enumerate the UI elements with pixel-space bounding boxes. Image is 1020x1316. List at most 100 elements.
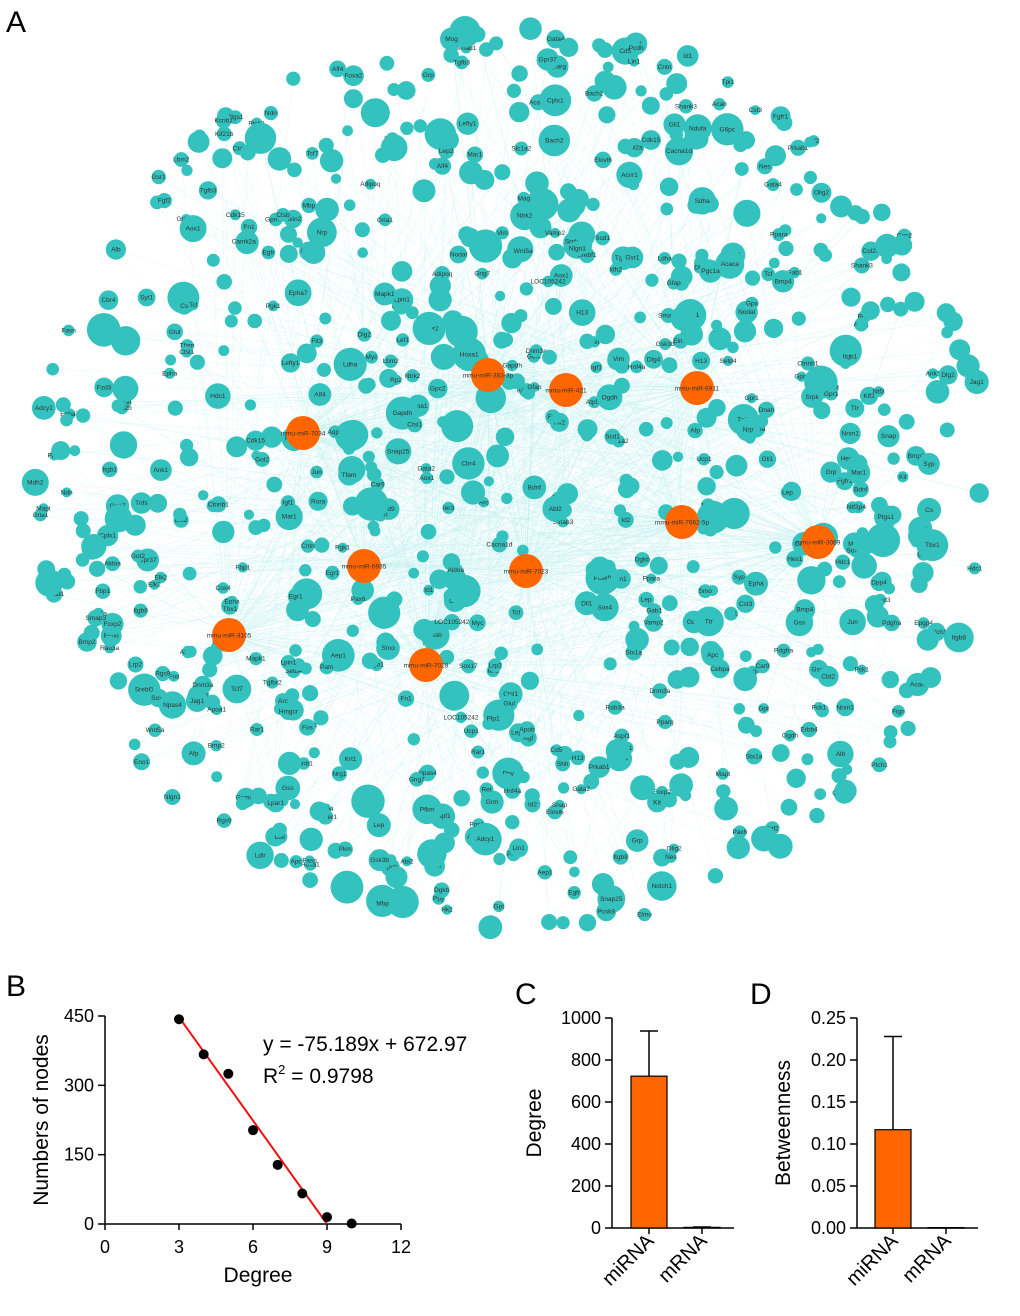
mrna-node-label: Adcy1 [35, 405, 53, 412]
mrna-node-label: Tcf7 [306, 150, 318, 157]
mrna-node [873, 204, 891, 222]
mrna-node [521, 672, 539, 690]
mrna-node [541, 914, 557, 930]
mrna-node [560, 183, 577, 200]
mrna-node [764, 319, 783, 338]
mirna-hub-label: mmu-miR-3069 [796, 540, 841, 547]
mrna-node [274, 853, 289, 868]
mrna-node [750, 725, 762, 737]
mrna-node-label: Cdk15 [246, 438, 265, 445]
mrna-node [355, 222, 370, 237]
mrna-node-label: Gab1 [646, 608, 662, 615]
mrna-node-label: Apc [290, 859, 302, 866]
mrna-node [74, 511, 89, 526]
scatter-point [248, 1125, 258, 1135]
mrna-node-label: Gata2 [572, 786, 590, 793]
x-axis-label: Degree [224, 1264, 293, 1287]
mrna-node-label: Notch1 [651, 883, 672, 890]
mrna-node [604, 578, 617, 591]
mrna-node-label: Gpc2 [430, 386, 446, 393]
mrna-node-label: Nrxn1 [842, 430, 860, 437]
mrna-node [362, 653, 378, 669]
mrna-node-label: Pcsk9 [597, 908, 615, 915]
mrna-node [545, 298, 562, 315]
mrna-node [660, 203, 673, 216]
mrna-node-label: Aep1 [537, 869, 553, 876]
mrna-node [134, 580, 148, 594]
y-axis-label: Betweenness [772, 1060, 795, 1186]
mrna-node [737, 131, 755, 149]
mrna-node-label: Npas4 [163, 702, 182, 709]
mrna-node [300, 828, 323, 851]
mrna-node [439, 469, 454, 484]
mrna-node-label: Pcdh [629, 45, 644, 52]
mrna-node-label: Eno1 [134, 759, 150, 766]
mrna-node [634, 312, 646, 324]
mrna-node-label: Snap [881, 433, 897, 440]
mrna-node-label: Cplx1 [547, 97, 564, 104]
mrna-node [453, 790, 470, 807]
mrna-node-label: Myc [471, 620, 484, 627]
mrna-node-label: Gli1 [762, 456, 774, 463]
fit-equation: y = -75.189x + 672.97 [263, 1033, 467, 1056]
mrna-node [557, 916, 570, 929]
mrna-node-label: H13 [695, 358, 707, 365]
y-tick-label: 450 [64, 1006, 94, 1026]
mrna-node [351, 785, 384, 818]
mrna-node-label: Itgb8 [952, 635, 967, 642]
mrna-node-label: Fasn [302, 857, 317, 864]
mrna-node [592, 38, 606, 52]
mrna-node [592, 873, 614, 895]
mrna-node-label: Fign [892, 708, 905, 715]
mrna-node-label: Cd5 [550, 747, 562, 754]
mrna-node-label: Kit [899, 474, 907, 481]
mrna-node [882, 671, 899, 688]
mirna-hub-label: mmu-miR-7034 [281, 431, 326, 438]
mrna-node-label: Bach2 [585, 91, 604, 98]
mrna-node-label: Grp [632, 838, 643, 845]
mrna-node [247, 314, 262, 329]
mrna-node-label: Tbx1 [925, 542, 940, 549]
mrna-node [940, 423, 955, 438]
mrna-node-label: Vamp2 [545, 230, 565, 237]
mrna-node-label: Wnt5a [146, 727, 165, 734]
mrna-node [604, 657, 617, 670]
mrna-node-label: Fn1 [400, 696, 412, 703]
mrna-node [367, 467, 382, 482]
scatter-point [223, 1069, 233, 1079]
mrna-node-label: H13 [572, 755, 584, 762]
mrna-node-label: Pdgfra [774, 648, 794, 655]
mrna-node-label: Pax6 [351, 596, 366, 603]
mrna-node [848, 205, 864, 221]
mrna-node-label: Gsr1 [625, 254, 639, 261]
mrna-node [344, 199, 356, 211]
mrna-node [112, 376, 138, 402]
mrna-node-label: Jag1 [190, 698, 204, 705]
x-tick-label: 0 [100, 1237, 110, 1257]
mrna-node-label: Gria1 [32, 512, 48, 519]
mrna-node [318, 812, 329, 823]
mrna-node-label: Pam [320, 664, 333, 671]
mrna-node-label: Fgfr1 [773, 113, 789, 120]
mrna-node [421, 524, 437, 540]
mrna-node [614, 504, 626, 516]
mrna-node-label: Ret [481, 786, 491, 793]
mrna-node [618, 481, 635, 498]
mrna-node-label: Fbp1 [235, 564, 250, 571]
mrna-node-label: Ier3 [443, 505, 455, 512]
mrna-node-label: Mapk1 [375, 291, 395, 298]
mrna-node [745, 271, 760, 286]
mrna-node-label: Slc1a2 [511, 146, 531, 153]
mrna-node-label: Lef1 [396, 337, 409, 344]
mrna-node-label: Krt1 [345, 756, 357, 763]
mrna-node [819, 249, 832, 262]
mrna-node [212, 148, 232, 168]
mrna-node [228, 301, 242, 315]
mrna-node-label: Mar1 [467, 152, 482, 159]
mrna-node-label: Tcf [764, 271, 773, 278]
mrna-node [386, 866, 408, 888]
mrna-node-label: Lin1 [512, 845, 525, 852]
mrna-node [727, 836, 750, 859]
mrna-node [806, 647, 816, 657]
mrna-node-label: Apc [707, 652, 719, 659]
